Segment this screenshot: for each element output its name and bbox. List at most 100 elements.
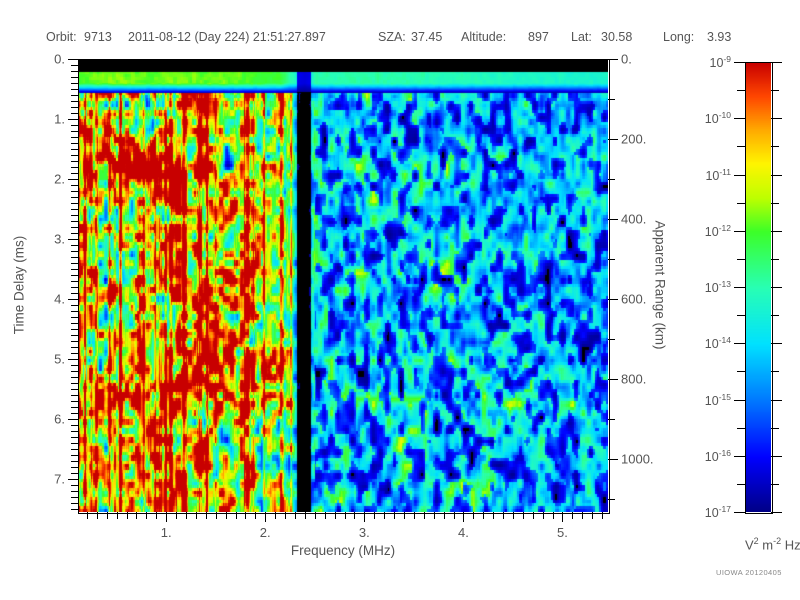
y-axis-left-minor-tick	[71, 125, 78, 126]
y-axis-left-minor-tick	[71, 131, 78, 132]
y-axis-left-minor-tick	[71, 167, 78, 168]
colorbar-major-tick	[771, 343, 782, 345]
y-axis-left-minor-tick	[71, 443, 78, 444]
colorbar-major-tick	[771, 118, 782, 120]
colorbar-minor-tick	[771, 146, 779, 148]
x-axis-minor-tick	[552, 512, 554, 519]
y-axis-right-title: Apparent Range (km)	[652, 220, 668, 350]
y-axis-left-minor-tick	[71, 341, 78, 342]
x-axis-minor-tick	[285, 512, 286, 519]
x-axis-minor-tick	[156, 512, 158, 519]
colorbar-minor-tick	[771, 315, 779, 317]
colorbar-major-tick	[734, 62, 745, 63]
x-axis-major-tick	[364, 512, 366, 522]
x-axis-minor-tick	[324, 512, 326, 519]
y-axis-left-minor-tick	[71, 233, 78, 234]
y-axis-left-tick-label: 0.	[54, 51, 65, 67]
y-axis-left-major-tick	[68, 119, 78, 120]
credit-label: UIOWA 20120405	[716, 568, 782, 577]
y-axis-left-minor-tick	[71, 335, 78, 336]
y-axis-left-minor-tick	[71, 347, 78, 348]
x-axis-minor-tick	[225, 512, 227, 519]
long-value: 3.93	[707, 30, 732, 44]
y-axis-left-minor-tick	[71, 203, 78, 204]
y-axis-right-tick-label: 0.	[621, 51, 632, 67]
x-axis-minor-tick	[512, 512, 514, 519]
colorbar-minor-tick	[737, 90, 745, 92]
y-axis-left-minor-tick	[71, 401, 78, 402]
colorbar-major-tick	[734, 512, 745, 513]
colorbar-major-tick	[771, 230, 782, 232]
y-axis-right-major-tick	[608, 299, 618, 301]
x-axis-minor-tick	[195, 512, 197, 519]
datetime-value: 2011-08-12 (Day 224) 21:51:27.897	[128, 30, 326, 44]
y-axis-left-minor-tick	[71, 371, 78, 372]
colorbar-tick-label: 10-17	[704, 503, 731, 521]
observation-header: Orbit: 9713 2011-08-12 (Day 224) 21:51:2…	[0, 30, 800, 50]
y-axis-left-minor-tick	[71, 437, 78, 438]
colorbar-major-tick	[771, 512, 782, 513]
y-axis-left-minor-tick	[71, 215, 78, 216]
y-axis-left-minor-tick	[71, 461, 78, 462]
x-axis-major-tick	[265, 512, 267, 522]
colorbar-minor-tick	[737, 315, 745, 317]
x-axis-minor-tick	[384, 512, 386, 519]
y-axis-left-minor-tick	[71, 383, 78, 384]
colorbar-minor-tick	[771, 371, 779, 373]
x-axis-title: Frequency (MHz)	[290, 543, 396, 558]
colorbar: 10-9 10-10 10-11 10-12 10-13 10-14 10-15 10-16 1…	[705, 54, 782, 520]
y-axis-left-minor-tick	[71, 221, 78, 222]
y-axis-left-tick-label: 5.	[54, 351, 65, 367]
colorbar-minor-tick	[737, 146, 745, 148]
x-axis-minor-tick	[354, 512, 356, 519]
x-axis-minor-tick	[602, 512, 604, 519]
y-axis-left-minor-tick	[71, 77, 78, 78]
y-axis-right-minor-tick	[608, 259, 615, 261]
y-axis-left-minor-tick	[71, 377, 78, 378]
y-axis-left-minor-tick	[71, 263, 78, 264]
x-axis-minor-tick	[255, 512, 257, 519]
y-axis-left-minor-tick	[71, 143, 78, 144]
colorbar-tick-label: 10-10	[704, 110, 731, 127]
y-axis-left-minor-tick	[71, 155, 78, 156]
colorbar-tick-label: 10-14	[704, 335, 731, 352]
y-axis-left-minor-tick	[71, 161, 78, 162]
y-axis-left-minor-tick	[71, 101, 78, 102]
colorbar-major-tick	[734, 343, 745, 345]
x-axis-tick-label: 4.	[457, 525, 469, 540]
colorbar-units-label: V2 m-2 Hz-1	[745, 536, 800, 553]
y-axis-left-tick-label: 4.	[54, 291, 65, 307]
x-axis-tick-label: 1.	[160, 525, 172, 540]
y-axis-left-minor-tick	[71, 503, 78, 504]
colorbar-minor-tick	[771, 90, 779, 92]
y-axis-left-minor-tick	[71, 251, 78, 252]
x-axis-minor-tick	[106, 512, 108, 519]
x-axis-minor-tick	[314, 512, 316, 519]
x-axis-minor-tick	[176, 512, 178, 519]
lat-label: Lat:	[571, 30, 592, 44]
x-axis-major-tick	[562, 512, 564, 522]
y-axis-left-minor-tick	[71, 197, 78, 198]
y-axis-left-major-tick	[68, 179, 78, 180]
x-axis-minor-tick	[116, 512, 118, 519]
y-axis-left-major-tick	[68, 359, 78, 360]
y-axis-left-minor-tick	[71, 407, 78, 408]
y-axis-left-minor-tick	[71, 413, 78, 414]
y-axis-right-minor-tick	[608, 339, 615, 341]
colorbar-minor-tick	[771, 483, 779, 485]
y-axis-right-tick-label: 600.	[621, 291, 647, 307]
x-axis-minor-tick	[592, 512, 594, 519]
y-axis-left-minor-tick	[71, 245, 78, 246]
x-axis-minor-tick	[186, 512, 187, 519]
y-axis-right-tick-label: 800.	[621, 371, 647, 387]
x-axis-minor-tick	[394, 512, 395, 519]
colorbar-major-tick	[734, 455, 745, 457]
y-axis-left-minor-tick	[71, 173, 78, 174]
ionogram-spectrogram: 0. 1. 2. 3. 4. 5. 6. 7. 0. 200. 400. 600. 800. 1000. 1…	[54, 52, 653, 541]
colorbar-major-tick	[734, 174, 745, 176]
x-axis-minor-tick	[542, 512, 544, 519]
x-axis-minor-tick	[245, 512, 247, 519]
x-axis-tick-label: 2.	[259, 525, 271, 540]
y-axis-left-minor-tick	[71, 227, 78, 228]
colorbar-tick-label: 10-9	[709, 53, 731, 71]
